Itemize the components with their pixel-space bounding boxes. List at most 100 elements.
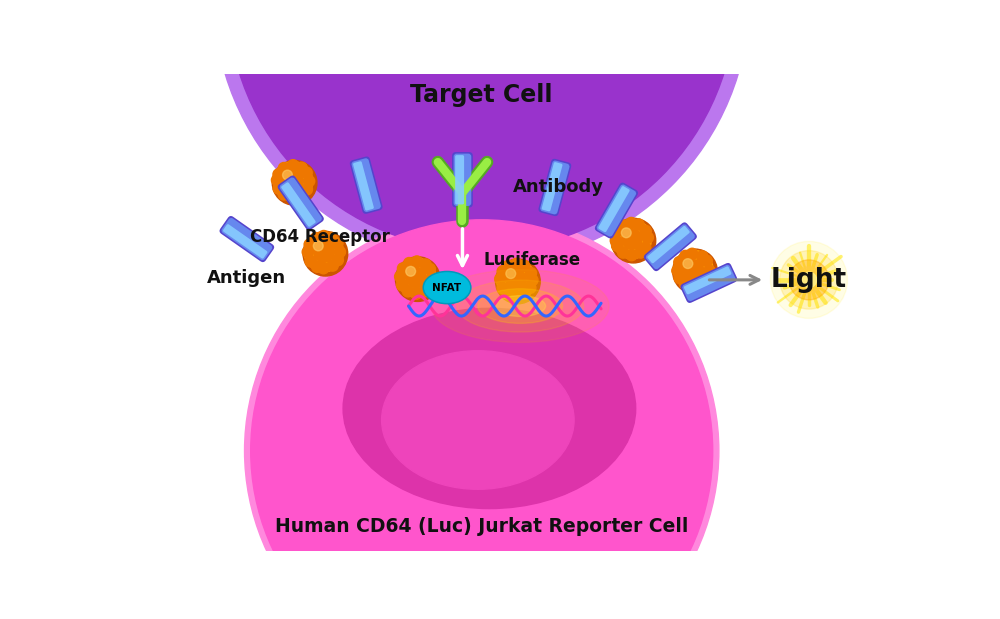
Text: Light: Light xyxy=(771,267,847,293)
Circle shape xyxy=(622,229,642,249)
Circle shape xyxy=(318,230,329,241)
Circle shape xyxy=(395,257,440,301)
Circle shape xyxy=(397,280,408,291)
Circle shape xyxy=(310,233,322,244)
Text: Target Cell: Target Cell xyxy=(410,83,553,107)
FancyBboxPatch shape xyxy=(684,266,731,295)
FancyBboxPatch shape xyxy=(353,161,374,210)
Ellipse shape xyxy=(478,288,563,323)
Text: CD64 Receptor: CD64 Receptor xyxy=(250,228,390,246)
Circle shape xyxy=(271,175,283,186)
Circle shape xyxy=(287,192,298,203)
FancyBboxPatch shape xyxy=(540,160,570,214)
Circle shape xyxy=(674,250,713,290)
Circle shape xyxy=(302,246,313,258)
Circle shape xyxy=(695,279,706,290)
FancyBboxPatch shape xyxy=(219,216,274,262)
Text: Antigen: Antigen xyxy=(207,269,286,287)
Circle shape xyxy=(397,263,409,274)
Circle shape xyxy=(672,265,683,276)
Circle shape xyxy=(789,260,829,300)
FancyBboxPatch shape xyxy=(644,222,697,271)
Circle shape xyxy=(332,254,343,266)
Circle shape xyxy=(506,270,526,290)
Circle shape xyxy=(770,241,847,318)
Circle shape xyxy=(525,267,537,279)
FancyBboxPatch shape xyxy=(350,157,383,214)
Circle shape xyxy=(674,272,685,284)
Circle shape xyxy=(296,162,307,173)
FancyBboxPatch shape xyxy=(221,218,272,261)
Circle shape xyxy=(301,167,312,178)
Circle shape xyxy=(702,272,713,283)
Circle shape xyxy=(519,260,530,272)
Circle shape xyxy=(404,258,415,269)
Circle shape xyxy=(801,272,817,288)
Circle shape xyxy=(314,242,334,262)
Circle shape xyxy=(613,225,624,236)
Circle shape xyxy=(510,290,521,301)
Circle shape xyxy=(610,235,621,246)
Circle shape xyxy=(397,258,436,297)
Circle shape xyxy=(406,266,416,276)
Circle shape xyxy=(304,176,315,187)
Circle shape xyxy=(313,241,323,251)
Circle shape xyxy=(251,220,713,619)
FancyBboxPatch shape xyxy=(682,265,735,301)
Circle shape xyxy=(673,249,717,294)
FancyBboxPatch shape xyxy=(538,159,571,216)
FancyBboxPatch shape xyxy=(281,182,316,227)
Text: Luciferase: Luciferase xyxy=(483,251,580,269)
Circle shape xyxy=(301,184,312,195)
Circle shape xyxy=(497,260,536,300)
Circle shape xyxy=(214,0,750,264)
Circle shape xyxy=(687,280,698,292)
Circle shape xyxy=(406,267,426,288)
Text: Human CD64 (Luc) Jurkat Reporter Cell: Human CD64 (Luc) Jurkat Reporter Cell xyxy=(275,517,688,536)
Circle shape xyxy=(687,248,698,259)
Circle shape xyxy=(506,269,516,279)
Circle shape xyxy=(278,189,289,200)
Circle shape xyxy=(633,219,644,230)
Circle shape xyxy=(283,170,292,180)
Circle shape xyxy=(511,258,522,269)
Circle shape xyxy=(303,232,348,276)
Circle shape xyxy=(503,260,514,271)
Circle shape xyxy=(697,251,708,262)
FancyBboxPatch shape xyxy=(646,224,695,269)
Circle shape xyxy=(272,160,317,205)
Circle shape xyxy=(424,263,435,274)
FancyBboxPatch shape xyxy=(597,184,636,236)
Circle shape xyxy=(618,220,629,231)
FancyBboxPatch shape xyxy=(223,224,267,259)
FancyBboxPatch shape xyxy=(455,155,464,204)
Circle shape xyxy=(674,256,685,267)
Circle shape xyxy=(304,239,315,250)
Circle shape xyxy=(245,214,719,619)
Circle shape xyxy=(640,225,651,236)
Circle shape xyxy=(796,267,822,293)
Circle shape xyxy=(640,243,651,254)
Circle shape xyxy=(312,261,323,272)
Ellipse shape xyxy=(495,296,546,316)
FancyBboxPatch shape xyxy=(280,178,322,228)
Ellipse shape xyxy=(382,351,574,489)
Circle shape xyxy=(611,219,656,263)
Circle shape xyxy=(621,228,631,238)
Circle shape xyxy=(334,246,346,258)
Circle shape xyxy=(704,265,715,276)
Circle shape xyxy=(618,247,629,258)
Circle shape xyxy=(294,191,305,202)
Ellipse shape xyxy=(425,273,469,302)
Circle shape xyxy=(683,259,693,269)
Circle shape xyxy=(273,162,313,201)
FancyBboxPatch shape xyxy=(542,162,563,211)
Circle shape xyxy=(411,288,422,299)
Circle shape xyxy=(326,233,337,244)
Circle shape xyxy=(278,162,290,174)
Circle shape xyxy=(780,251,838,309)
Circle shape xyxy=(626,249,637,261)
Circle shape xyxy=(283,171,303,191)
Ellipse shape xyxy=(431,270,609,342)
Circle shape xyxy=(497,283,508,294)
